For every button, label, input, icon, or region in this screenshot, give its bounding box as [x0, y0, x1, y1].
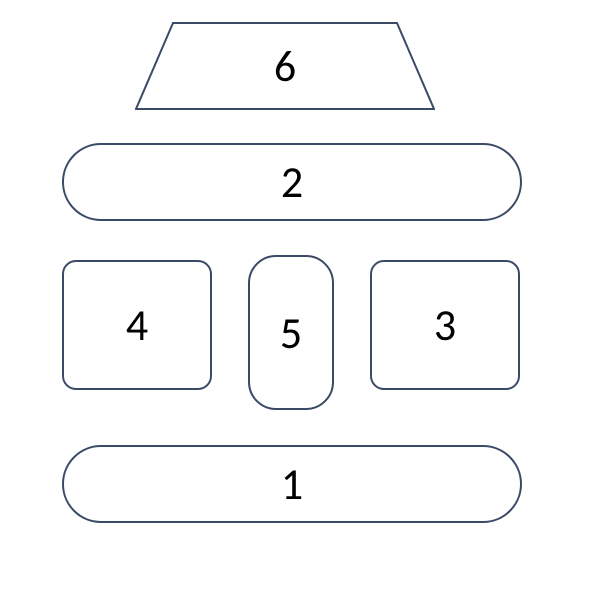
- label-1: 1: [281, 462, 303, 506]
- label-4: 4: [126, 303, 148, 347]
- label-5: 5: [280, 311, 302, 355]
- label-3: 3: [434, 303, 456, 347]
- label-2: 2: [281, 160, 303, 204]
- label-6: 6: [274, 44, 296, 88]
- trapezoid-shape-6: 6: [135, 22, 435, 110]
- pill-shape-2: 2: [62, 143, 522, 221]
- rect-shape-5: 5: [248, 255, 334, 410]
- rect-shape-4: 4: [62, 260, 212, 390]
- rect-shape-3: 3: [370, 260, 520, 390]
- pill-shape-1: 1: [62, 445, 522, 523]
